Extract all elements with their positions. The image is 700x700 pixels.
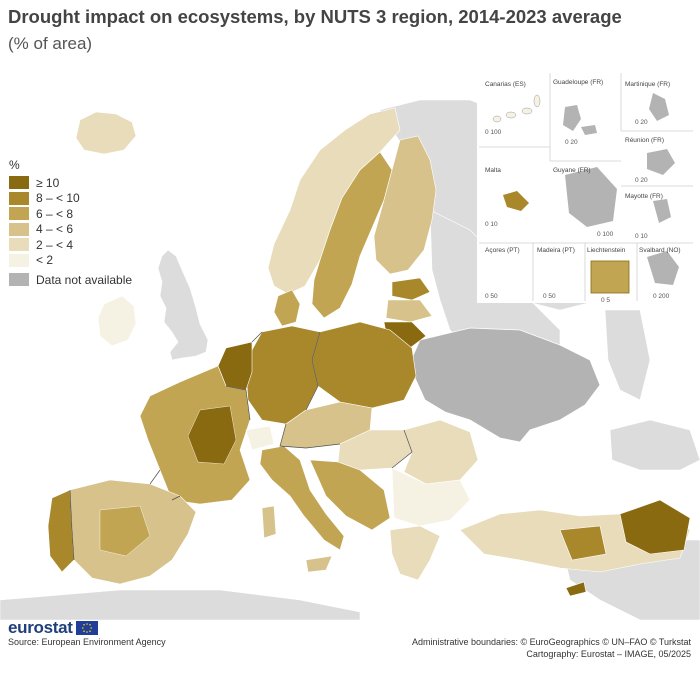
inset-label: Liechtenstein: [587, 247, 626, 254]
turkey-east: [619, 499, 691, 555]
balkans-west: [309, 459, 391, 531]
legend-row: < 2: [9, 253, 132, 269]
denmark: [273, 289, 301, 327]
legend-label: 4 – < 6: [36, 222, 74, 237]
legend-swatch-not-available: [9, 273, 29, 287]
eurostat-logo: eurostat: [8, 618, 98, 638]
sweden: [311, 151, 393, 319]
legend-label-not-available: Data not available: [36, 272, 133, 287]
credits-cartography: Cartography: Eurostat – IMAGE, 05/2025: [526, 649, 691, 659]
legend-swatch: [9, 253, 29, 267]
inset-label: Malta: [485, 167, 501, 174]
map-subtitle: (% of area): [8, 34, 93, 53]
legend-swatch: [9, 176, 29, 190]
spain-central: [99, 505, 151, 557]
legend-swatch: [9, 238, 29, 252]
sardinia: [261, 505, 277, 539]
eu-flag-icon: [75, 621, 98, 635]
inset-label: Martinique (FR): [625, 81, 671, 88]
legend-row: 2 – < 4: [9, 237, 132, 253]
legend-label: < 2: [36, 253, 54, 268]
legend-swatch: [9, 222, 29, 236]
legend-unit: %: [9, 158, 20, 172]
source-note: Source: European Environment Agency: [8, 637, 166, 647]
inset-label: Guadeloupe (FR): [553, 79, 604, 86]
inset-label: Réunion (FR): [625, 137, 665, 144]
legend-row: ≥ 10: [9, 175, 132, 191]
ireland: [97, 295, 137, 347]
turkey-central: [559, 525, 607, 561]
inset-scale-bar: 0 200: [653, 293, 670, 300]
inset-label: Svalbard (NO): [639, 247, 681, 254]
inset-scale-bar: 0 10: [635, 233, 648, 240]
switzerland: [245, 425, 275, 451]
cyprus: [565, 581, 587, 597]
inset-label: Madeira (PT): [537, 247, 575, 254]
legend-row: 8 – < 10: [9, 191, 132, 207]
country-borders: [69, 331, 413, 561]
inset-scale-bar: 0 20: [565, 139, 578, 146]
legend-row-not-available: Data not available: [9, 272, 132, 288]
estonia: [391, 277, 431, 301]
italy: [259, 445, 345, 551]
legend-label: 2 – < 4: [36, 237, 74, 252]
balkans-east: [391, 467, 471, 527]
inset-scale-bar: 0 50: [485, 293, 498, 300]
portugal: [47, 489, 75, 573]
inset-label: Mayotte (FR): [625, 193, 663, 200]
inset-scale-bar: 0 20: [635, 119, 648, 126]
france-central: [187, 405, 237, 465]
credits-boundaries: Administrative boundaries: © EuroGeograp…: [411, 637, 691, 647]
finland: [373, 135, 437, 275]
legend-row: 6 – < 8: [9, 206, 132, 222]
sicily: [305, 555, 333, 573]
romania: [403, 419, 479, 485]
map-title: Drought impact on ecosystems, by NUTS 3 …: [8, 6, 622, 27]
inset-scale-bar: 0 50: [543, 293, 556, 300]
inset-scale-bar: 0 5: [601, 297, 611, 304]
inset-label: Canarias (ES): [485, 81, 526, 88]
legend-row: 4 – < 6: [9, 222, 132, 238]
inset-scale-bar: 0 20: [635, 177, 648, 184]
legend-swatch: [9, 191, 29, 205]
greece: [389, 525, 441, 581]
inset-scale-bar: 0 100: [597, 231, 614, 238]
inset-panel: Canarias (ES) 0 100 Guadeloupe (FR) 0 20 Mar…: [477, 71, 695, 304]
inset-label: Açores (PT): [485, 247, 520, 254]
credits: Administrative boundaries: © EuroGeograp…: [412, 636, 691, 660]
eurostat-wordmark: eurostat: [8, 618, 73, 637]
legend-swatch: [9, 207, 29, 221]
inset-label: Guyane (FR): [553, 167, 591, 174]
legend-label: 6 – < 8: [36, 206, 74, 221]
legend-label: 8 – < 10: [36, 191, 80, 206]
iceland: [75, 111, 137, 155]
legend-label: ≥ 10: [36, 175, 60, 190]
inset-frames: [479, 73, 693, 301]
inset-scale-bar: 0 100: [485, 129, 502, 136]
ukraine-no-data: [411, 327, 601, 443]
latvia: [385, 299, 433, 323]
inset-scale-bar: 0 10: [485, 221, 498, 228]
